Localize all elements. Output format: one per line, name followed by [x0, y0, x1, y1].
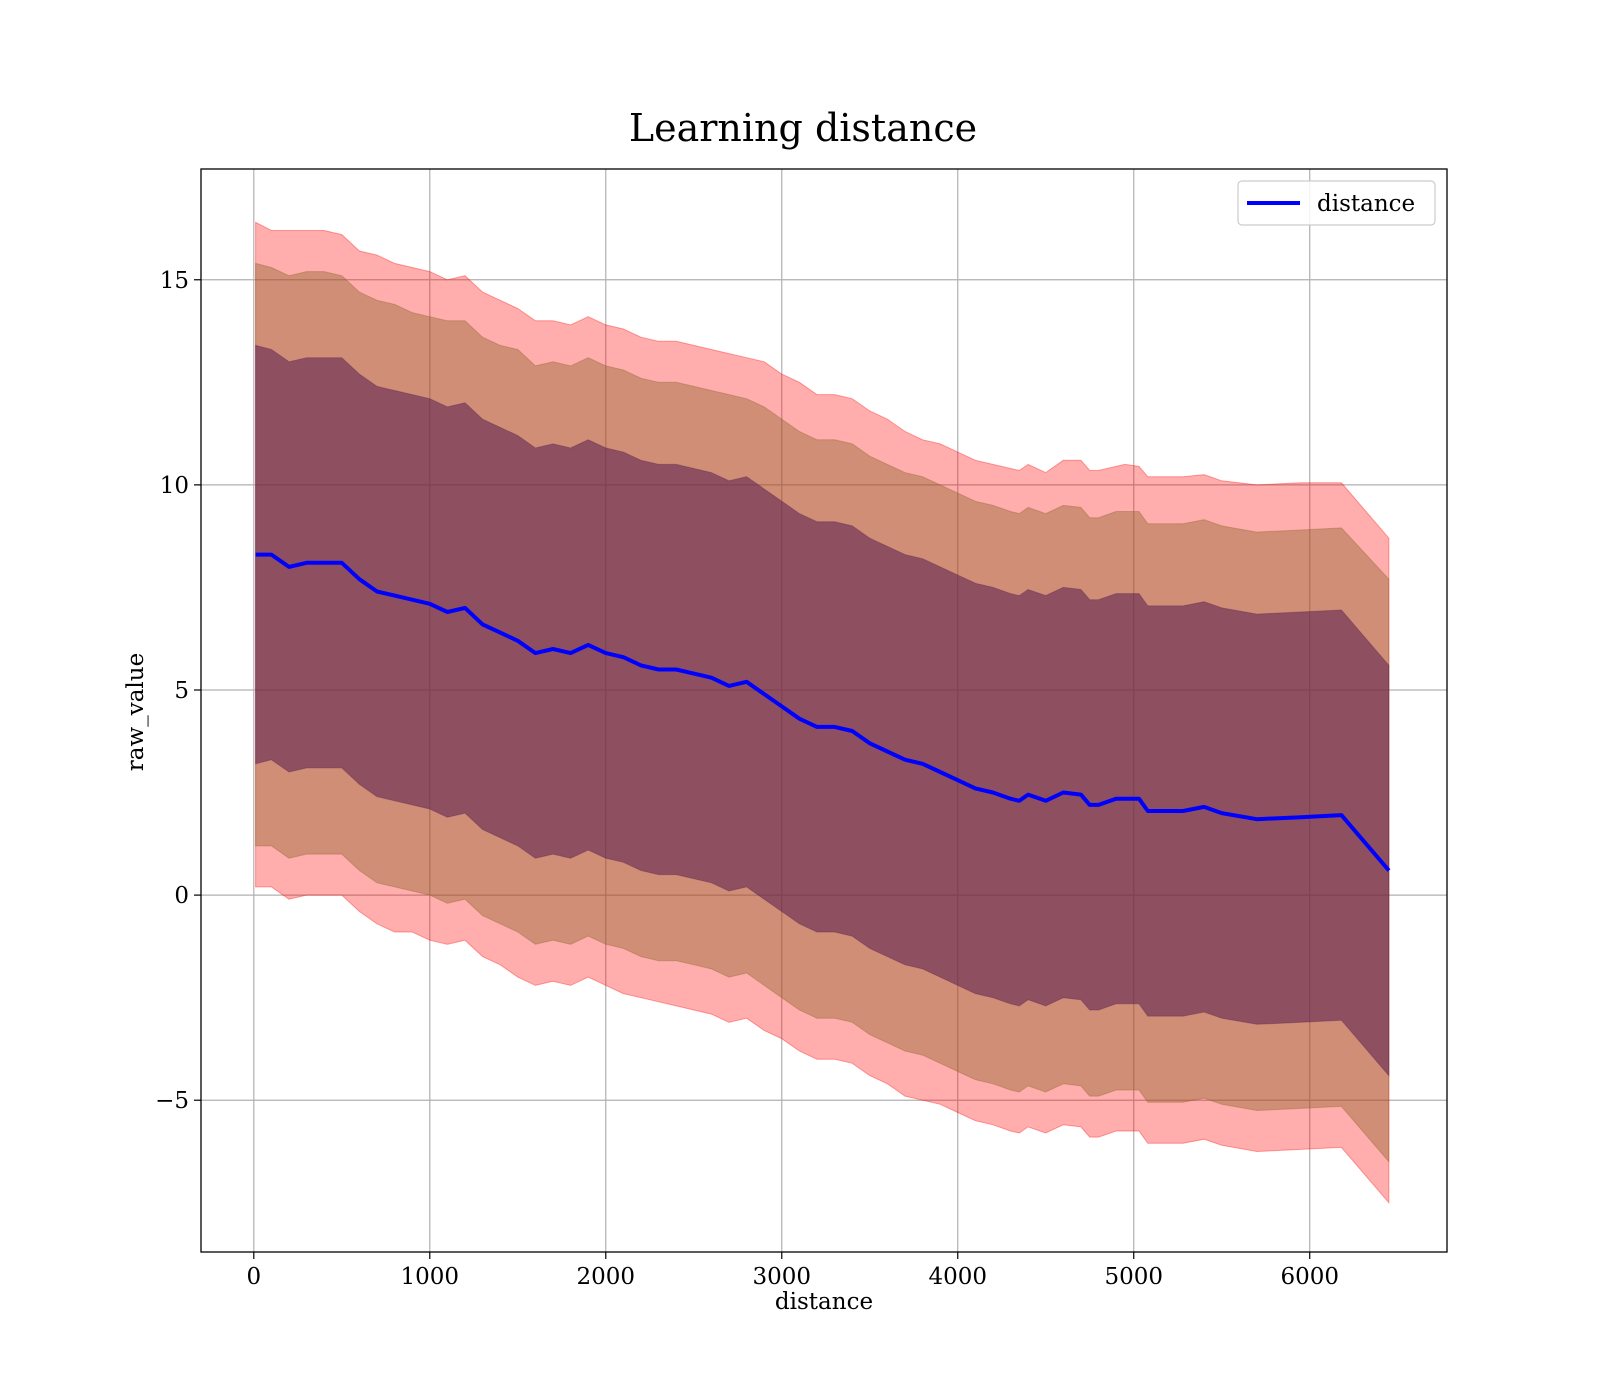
y-tick-label: 5	[174, 678, 189, 704]
x-tick-label: 1000	[401, 1264, 460, 1290]
x-tick-label: 0	[246, 1264, 261, 1290]
series-lines	[255, 552, 1391, 872]
y-tick-label: 10	[160, 473, 189, 499]
y-tick-label: 15	[160, 268, 189, 294]
y-axis-label: raw_value	[123, 653, 149, 771]
series-line-distance	[255, 552, 1391, 872]
legend: distance	[1237, 180, 1436, 226]
confidence-band	[255, 344, 1390, 1077]
x-tick-label: 5000	[1104, 1264, 1163, 1290]
y-tick-label: −5	[155, 1088, 189, 1114]
y-tick-label: 0	[174, 883, 189, 909]
x-axis-label: distance	[775, 1289, 873, 1315]
axis-ticks: 0 1000 2000 3000 4000 5000 6000 −5 0 5 10 15	[155, 268, 1339, 1290]
x-tick-label: 2000	[577, 1264, 636, 1290]
chart-title: Learning distance	[629, 106, 977, 150]
legend-label-distance: distance	[1317, 191, 1415, 217]
x-tick-label: 6000	[1280, 1264, 1339, 1290]
x-tick-label: 3000	[752, 1264, 811, 1290]
plot-frame	[200, 168, 1448, 1253]
legend-box	[1237, 180, 1436, 226]
confidence-bands	[255, 221, 1390, 1205]
x-tick-label: 4000	[928, 1264, 987, 1290]
